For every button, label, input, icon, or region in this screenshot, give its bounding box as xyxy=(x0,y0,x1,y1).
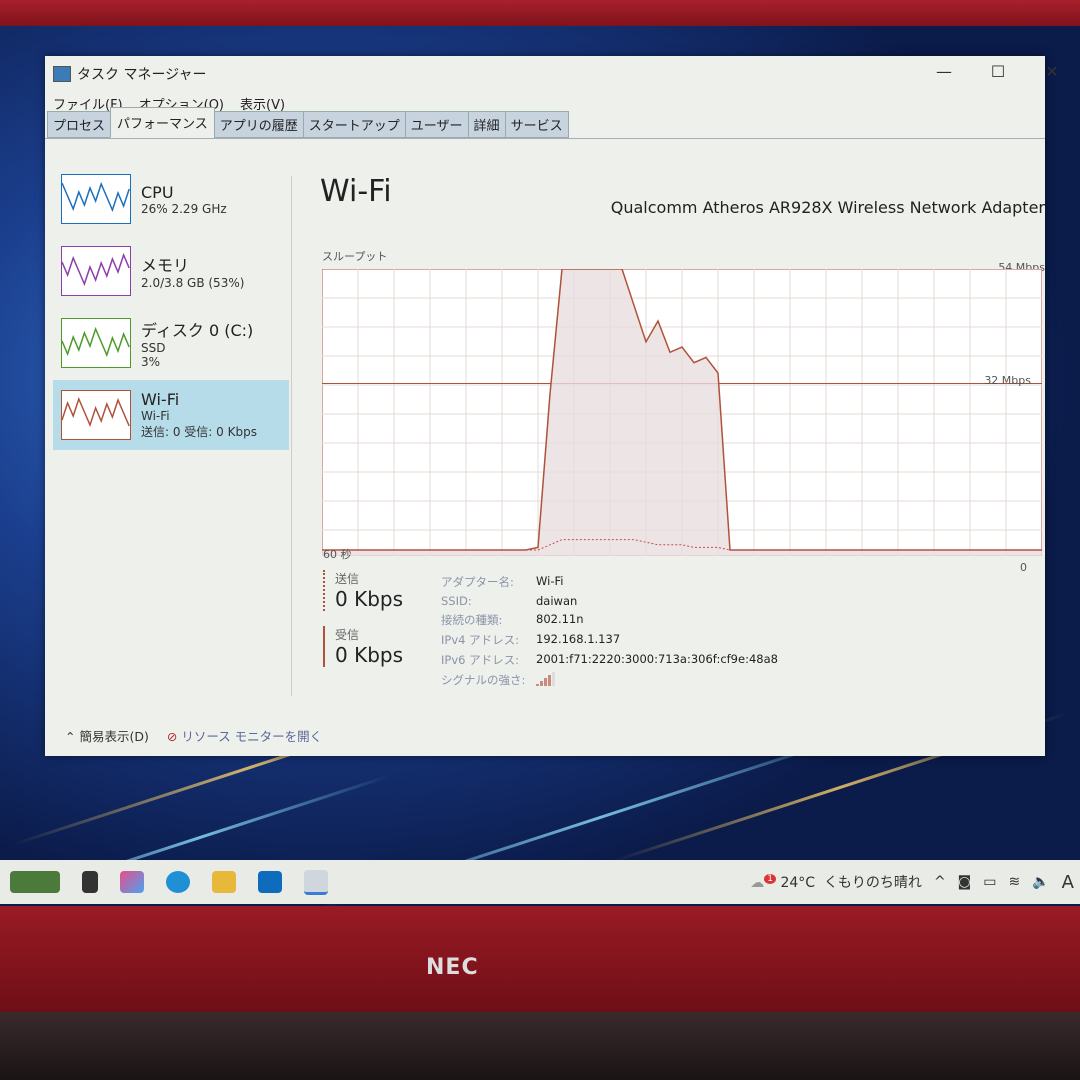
detail-key: 接続の種類: xyxy=(441,613,503,627)
send-line xyxy=(322,539,1042,551)
detail-key: IPv6 アドレス: xyxy=(441,653,519,667)
detail-value: 2001:f71:2220:3000:713a:306f:cf9e:48a8 xyxy=(536,652,778,666)
tab[interactable]: アプリの履歴 xyxy=(213,111,304,138)
sidebar-thumbnail xyxy=(61,318,131,368)
task-manager-taskbar-icon[interactable] xyxy=(304,869,328,895)
detail-key: SSID: xyxy=(441,594,472,608)
weather-widget[interactable]: ☁ 1 24°C くもりのち晴れ xyxy=(750,872,922,892)
detail-value: Wi-Fi xyxy=(536,574,564,588)
detail-key: シグナルの強さ: xyxy=(441,673,526,687)
desktop: タスク マネージャー — ☐ ✕ ファイル(F) オプション(O) 表示(V) プロ… xyxy=(0,26,1080,906)
sidebar-item[interactable]: Wi-Fi Wi-Fi 送信: 0 受信: 0 Kbps xyxy=(53,380,289,450)
sidebar-item[interactable]: CPU 26% 2.29 GHz xyxy=(53,164,289,234)
send-label: 送信 xyxy=(335,572,360,586)
sidebar-thumbnail xyxy=(61,174,131,224)
menu-item[interactable]: ファイル(F) xyxy=(53,97,123,113)
sidebar-item-title: メモリ xyxy=(141,256,190,275)
adapter-name: Qualcomm Atheros AR928X Wireless Network… xyxy=(610,198,1045,217)
sidebar-item[interactable]: ディスク 0 (C:) SSD 3% xyxy=(53,308,289,378)
copilot-icon[interactable] xyxy=(120,871,144,893)
cloud-icon: ☁ xyxy=(750,875,765,891)
receive-area xyxy=(322,269,1042,556)
send-stat: 送信 0 Kbps xyxy=(323,570,403,611)
laptop-bezel-bottom xyxy=(0,906,1080,1012)
sidebar-item-title: ディスク 0 (C:) xyxy=(141,321,254,340)
tab[interactable]: パフォーマンス xyxy=(110,107,215,138)
camera-icon[interactable]: ◙ xyxy=(957,874,972,890)
graph-mid-label: 32 Mbps xyxy=(984,374,1031,387)
tab-bar: プロセス パフォーマンス アプリの履歴 スタートアップ ユーザー 詳細 サービス xyxy=(45,107,1045,139)
tab[interactable]: サービス xyxy=(504,111,569,138)
sidebar-thumbnail xyxy=(61,390,131,440)
detail-key: IPv4 アドレス: xyxy=(441,633,519,647)
simple-view-button[interactable]: ⌃ 簡易表示(D) xyxy=(65,729,149,744)
edge-icon[interactable] xyxy=(166,871,190,893)
outlook-icon[interactable] xyxy=(258,871,282,893)
nec-logo: NEC xyxy=(426,955,479,980)
sidebar-item-line2: 送信: 0 受信: 0 Kbps xyxy=(141,425,257,439)
weather-text: くもりのち晴れ xyxy=(823,875,922,891)
menu-item[interactable]: 表示(V) xyxy=(240,97,286,113)
volume-icon[interactable]: 🔈 xyxy=(1032,874,1050,890)
notification-badge: 1 xyxy=(764,874,776,885)
wallpaper-widget-icon[interactable] xyxy=(10,871,60,893)
send-value: 0 Kbps xyxy=(335,587,404,611)
chevron-up-icon[interactable]: ^ xyxy=(933,874,946,890)
input-language[interactable]: A xyxy=(1061,871,1074,893)
tab[interactable]: プロセス xyxy=(47,111,112,138)
detail-value: 192.168.1.137 xyxy=(536,632,621,646)
maximize-button[interactable]: ☐ xyxy=(990,62,1006,81)
adapter-details: アダプター名: Wi-Fi SSID: daiwan 接続の種類: 802.11n IPv4… xyxy=(441,574,778,689)
sidebar-item-line1: SSD xyxy=(141,341,166,355)
sidebar-item-title: Wi-Fi xyxy=(141,390,180,409)
minimize-button[interactable]: — xyxy=(936,62,952,81)
resource-monitor-label: リソース モニターを開く xyxy=(181,729,323,744)
graph-zero-label: 0 xyxy=(1020,561,1027,574)
task-manager-window: タスク マネージャー — ☐ ✕ ファイル(F) オプション(O) 表示(V) プロ… xyxy=(45,56,1059,756)
close-button[interactable]: ✕ xyxy=(1045,62,1059,81)
receive-label: 受信 xyxy=(335,628,360,642)
signal-strength-icon xyxy=(536,672,778,689)
receive-value: 0 Kbps xyxy=(335,643,404,667)
laptop-hinge xyxy=(0,1012,1080,1080)
graph-time-label: 60 秒 xyxy=(323,548,352,561)
tab[interactable]: ユーザー xyxy=(404,111,469,138)
tab[interactable]: スタートアップ xyxy=(302,111,406,138)
task-view-icon[interactable] xyxy=(82,871,98,893)
sidebar-item-line1: Wi-Fi xyxy=(141,409,170,423)
sidebar-item[interactable]: メモリ 2.0/3.8 GB (53%) xyxy=(53,236,289,306)
battery-icon[interactable]: ▭ xyxy=(983,874,997,890)
taskbar: ☁ 1 24°C くもりのち晴れ ^ ◙ ▭ ≋ 🔈 A xyxy=(0,860,1080,904)
tab[interactable]: 詳細 xyxy=(467,111,506,138)
resource-monitor-icon: ⊘ xyxy=(166,729,178,744)
sidebar-item-title: CPU xyxy=(141,182,174,202)
receive-stat: 受信 0 Kbps xyxy=(323,626,403,667)
task-manager-icon xyxy=(53,66,71,82)
page-title: Wi-Fi xyxy=(320,174,392,209)
sidebar-item-line2: 3% xyxy=(141,355,161,369)
resource-monitor-link[interactable]: ⊘ リソース モニターを開く xyxy=(167,726,322,745)
wifi-icon[interactable]: ≋ xyxy=(1008,874,1021,890)
sidebar-item-line1: 2.0/3.8 GB (53%) xyxy=(141,276,245,290)
divider xyxy=(291,176,292,696)
detail-key: アダプター名: xyxy=(441,575,514,589)
file-explorer-icon[interactable] xyxy=(212,871,236,893)
performance-sidebar: CPU 26% 2.29 GHz メモリ 2.0/3.8 GB (53%) ディ… xyxy=(53,164,289,452)
simple-view-label: 簡易表示(D) xyxy=(79,729,149,744)
window-title: タスク マネージャー xyxy=(77,67,207,83)
detail-value: daiwan xyxy=(536,594,578,608)
sidebar-item-line1: 26% 2.29 GHz xyxy=(141,201,227,216)
graph-label: スループット xyxy=(322,250,388,263)
temperature: 24°C xyxy=(780,875,816,891)
laptop-bezel-top xyxy=(0,0,1080,30)
detail-value: 802.11n xyxy=(536,612,584,626)
sidebar-thumbnail xyxy=(61,246,131,296)
throughput-graph xyxy=(322,269,1042,556)
